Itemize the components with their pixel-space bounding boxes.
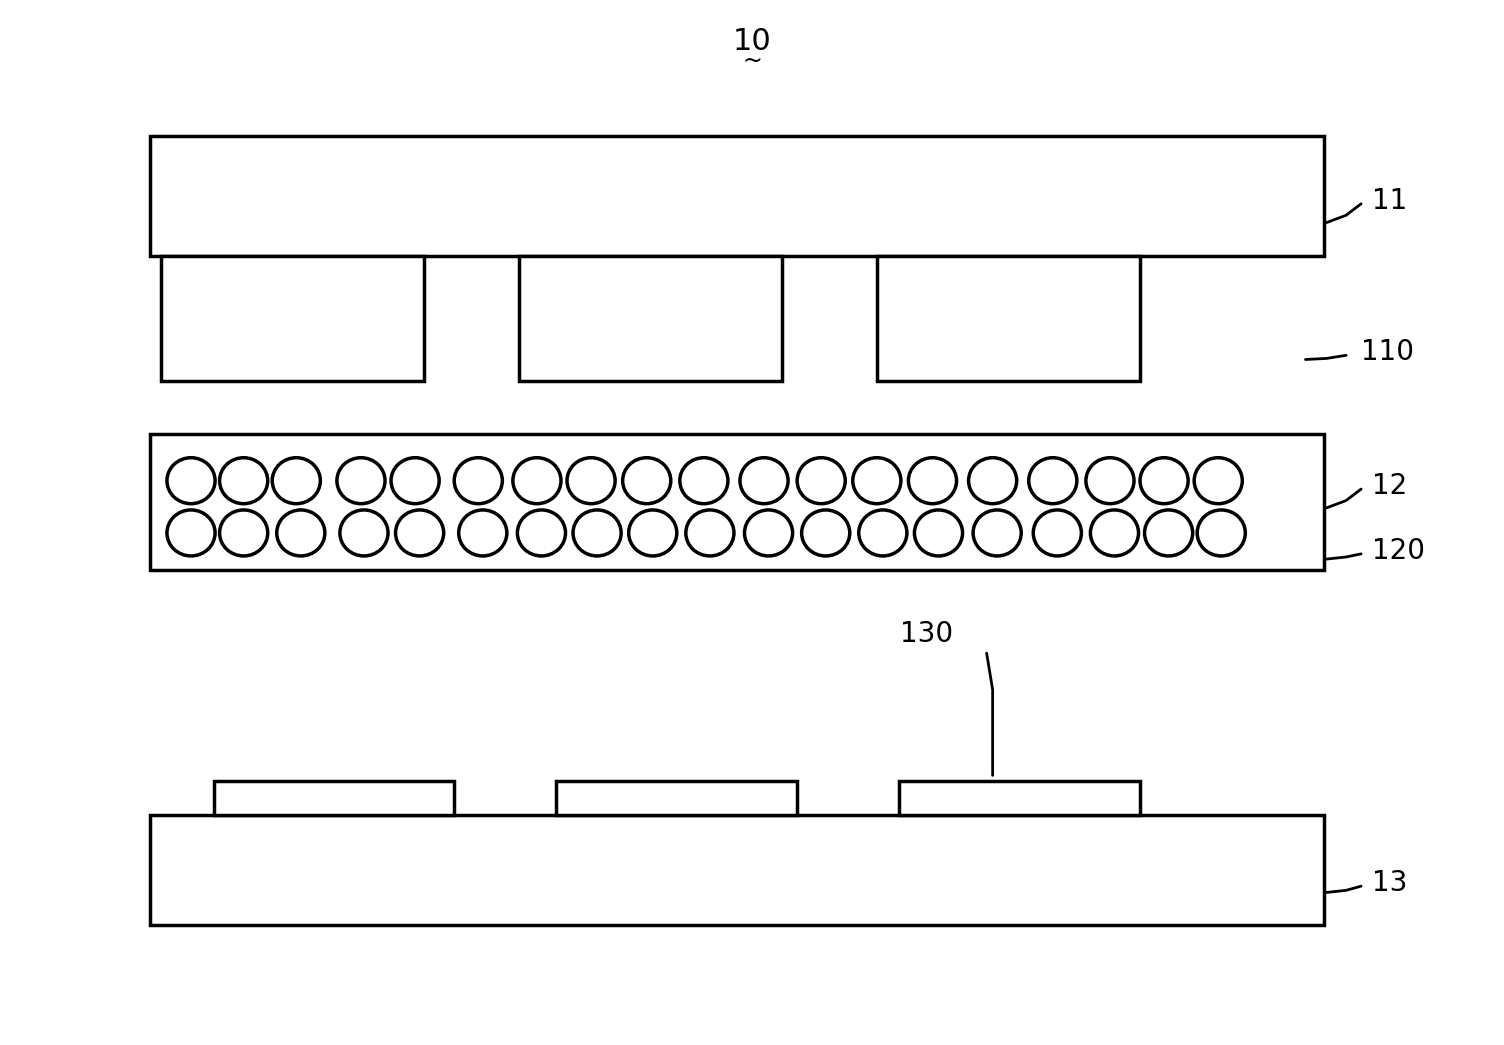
Ellipse shape — [1033, 510, 1081, 556]
Text: 130: 130 — [899, 621, 954, 648]
Text: 110: 110 — [1361, 339, 1414, 366]
Ellipse shape — [513, 458, 561, 504]
Ellipse shape — [277, 510, 325, 556]
Ellipse shape — [454, 458, 502, 504]
Bar — [150, 136, 1324, 256]
Ellipse shape — [1194, 458, 1242, 504]
Ellipse shape — [167, 458, 215, 504]
Ellipse shape — [167, 510, 215, 556]
Ellipse shape — [623, 458, 671, 504]
Ellipse shape — [853, 458, 901, 504]
Ellipse shape — [573, 510, 621, 556]
Ellipse shape — [1090, 510, 1139, 556]
Ellipse shape — [1197, 510, 1245, 556]
Ellipse shape — [740, 458, 788, 504]
Text: 11: 11 — [1372, 187, 1406, 214]
Ellipse shape — [680, 458, 728, 504]
Text: 13: 13 — [1372, 869, 1408, 897]
Ellipse shape — [914, 510, 963, 556]
Ellipse shape — [1145, 510, 1193, 556]
Bar — [556, 781, 797, 815]
Ellipse shape — [340, 510, 388, 556]
Bar — [150, 815, 1324, 925]
Ellipse shape — [459, 510, 507, 556]
Ellipse shape — [220, 458, 268, 504]
Ellipse shape — [629, 510, 677, 556]
Bar — [519, 256, 782, 381]
Bar — [899, 781, 1140, 815]
Text: ~: ~ — [741, 49, 763, 72]
Text: 12: 12 — [1372, 472, 1406, 500]
Text: 10: 10 — [732, 27, 772, 56]
Ellipse shape — [973, 510, 1021, 556]
Ellipse shape — [272, 458, 320, 504]
Ellipse shape — [686, 510, 734, 556]
Ellipse shape — [1029, 458, 1077, 504]
Ellipse shape — [802, 510, 850, 556]
Ellipse shape — [797, 458, 845, 504]
Ellipse shape — [391, 458, 439, 504]
Bar — [214, 781, 454, 815]
Ellipse shape — [517, 510, 566, 556]
Ellipse shape — [908, 458, 957, 504]
Bar — [877, 256, 1140, 381]
Ellipse shape — [1140, 458, 1188, 504]
Bar — [150, 434, 1324, 570]
Ellipse shape — [859, 510, 907, 556]
Ellipse shape — [1086, 458, 1134, 504]
Ellipse shape — [744, 510, 793, 556]
Ellipse shape — [220, 510, 268, 556]
Bar — [161, 256, 424, 381]
Text: 120: 120 — [1372, 537, 1424, 564]
Ellipse shape — [969, 458, 1017, 504]
Ellipse shape — [567, 458, 615, 504]
Ellipse shape — [396, 510, 444, 556]
Ellipse shape — [337, 458, 385, 504]
